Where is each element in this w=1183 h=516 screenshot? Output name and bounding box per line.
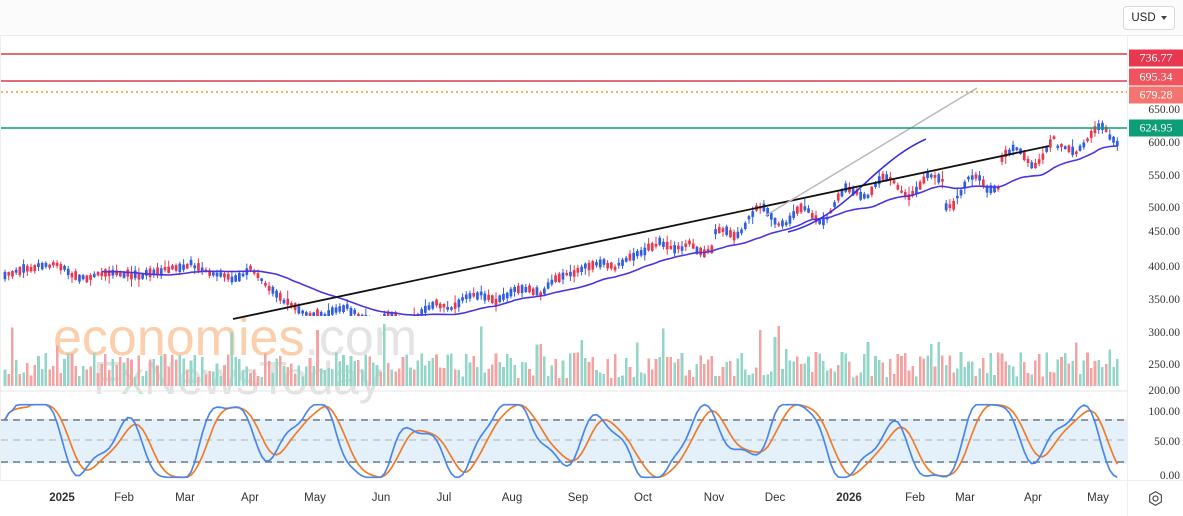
trendline-gray (764, 87, 978, 217)
time-label: 2025 (49, 492, 75, 504)
time-label: Apr (241, 492, 259, 504)
time-label: Nov (703, 492, 725, 504)
chart-canvas (1, 53, 1127, 479)
price-label-resistance-736[interactable]: 736.77 (1129, 49, 1183, 67)
time-label: May (304, 492, 326, 504)
time-label: Feb (114, 492, 134, 504)
price-label-pivot-679[interactable]: 679.28 (1129, 86, 1183, 104)
time-label: 2026 (836, 492, 862, 504)
time-label: Jul (436, 492, 452, 504)
time-label: Dec (764, 492, 786, 504)
price-tick: 500.00 (1148, 202, 1180, 214)
time-label: Aug (501, 492, 523, 504)
price-tick: 450.00 (1148, 226, 1180, 238)
time-label: Mar (955, 492, 975, 504)
price-tick: 550.00 (1148, 170, 1180, 182)
price-tick: 650.00 (1148, 104, 1180, 116)
price-tick: 250.00 (1148, 359, 1180, 371)
price-tick: 400.00 (1148, 261, 1180, 273)
indicator-tick: 50.00 (1154, 436, 1180, 448)
time-label: Sep (567, 492, 589, 504)
chart-plot-area[interactable]: economies.com FxNewsToday (0, 36, 1127, 480)
time-label: Jun (371, 492, 391, 504)
indicator-tick: 0.00 (1159, 470, 1180, 482)
chart-toolbar: USD (0, 0, 1183, 36)
price-label-resistance-695[interactable]: 695.34 (1129, 68, 1183, 86)
volume-bars (3, 324, 1119, 386)
moving-average-line (101, 145, 1118, 317)
stochastic-k-line (4, 403, 1118, 479)
secondary-trend-curve (787, 138, 927, 233)
stochastic-pane (1, 403, 1127, 479)
trendline-black (232, 145, 1050, 320)
chart-settings-button[interactable] (1127, 480, 1183, 516)
currency-label: USD (1131, 12, 1156, 24)
price-axis[interactable]: 750.00 650.00 600.00 550.00 500.00 450.0… (1127, 36, 1183, 516)
time-axis[interactable]: 2025 Feb Mar Apr May Jun Jul Aug Sep Oct… (0, 480, 1127, 516)
chevron-down-icon (1160, 16, 1167, 20)
time-label: Apr (1024, 492, 1042, 504)
time-label: Oct (634, 492, 652, 504)
price-tick: 350.00 (1148, 294, 1180, 306)
price-tick: 600.00 (1148, 137, 1180, 149)
time-label: May (1087, 492, 1109, 504)
price-tick: 300.00 (1148, 327, 1180, 339)
time-label: Mar (175, 492, 195, 504)
time-label: Feb (905, 492, 925, 504)
gear-icon (1149, 491, 1162, 506)
currency-selector[interactable]: USD (1123, 6, 1175, 30)
price-label-support-624[interactable]: 624.95 (1129, 119, 1183, 137)
price-tick: 200.00 (1148, 385, 1180, 397)
indicator-tick: 100.00 (1148, 406, 1180, 418)
candlestick-series (3, 119, 1119, 316)
stochastic-d-line (4, 403, 1119, 479)
